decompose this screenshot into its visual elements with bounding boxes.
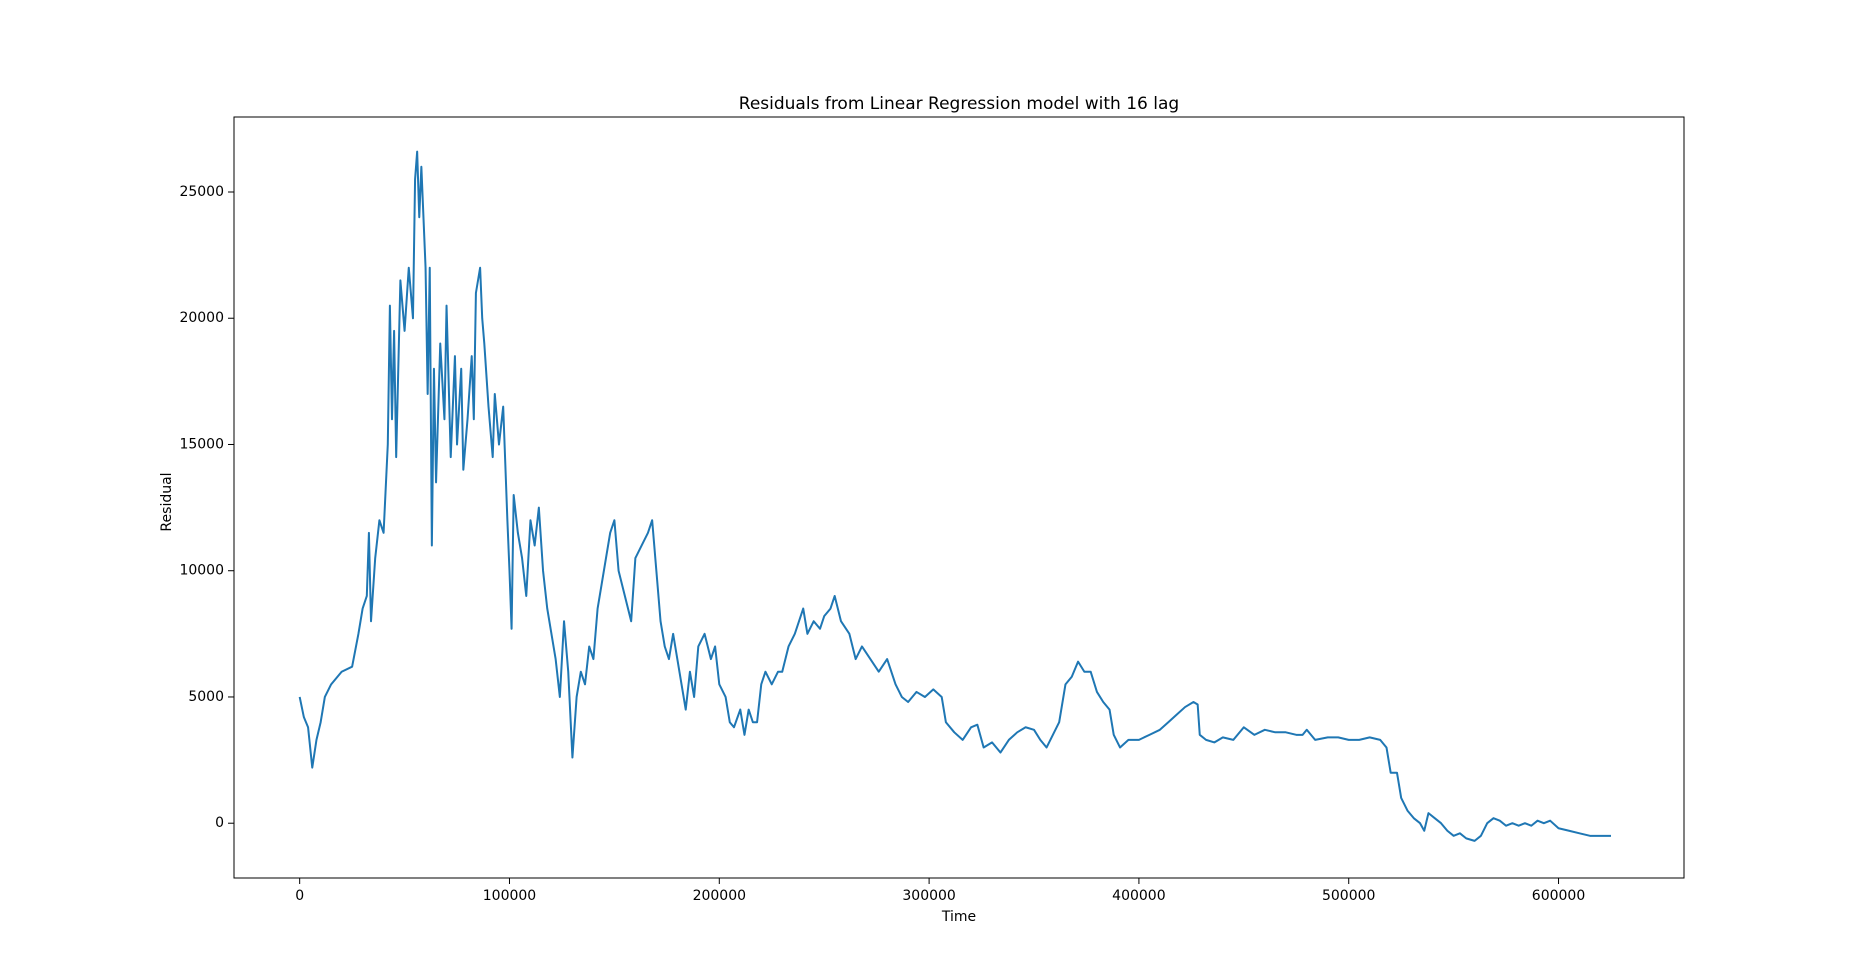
- y-tick-label: 15000: [179, 436, 224, 452]
- y-tick-label: 25000: [179, 184, 224, 200]
- x-tick-label: 600000: [1532, 888, 1585, 904]
- y-tick-label: 5000: [188, 689, 224, 705]
- axes-frame: [233, 116, 1685, 879]
- chart-title: Residuals from Linear Regression model w…: [739, 94, 1179, 114]
- x-axis-label: Time: [941, 909, 976, 925]
- y-tick-label: 20000: [179, 310, 224, 326]
- x-tick-label: 400000: [1112, 888, 1165, 904]
- x-tick-label: 500000: [1322, 888, 1375, 904]
- x-tick-label: 0: [295, 888, 304, 904]
- x-tick-label: 200000: [693, 888, 746, 904]
- y-tick-label: 0: [215, 815, 224, 831]
- x-tick-label: 300000: [902, 888, 955, 904]
- x-tick-label: 100000: [483, 888, 536, 904]
- y-axis-label: Residual: [159, 472, 175, 531]
- y-tick-label: 10000: [179, 563, 224, 579]
- data-line: [298, 150, 1611, 842]
